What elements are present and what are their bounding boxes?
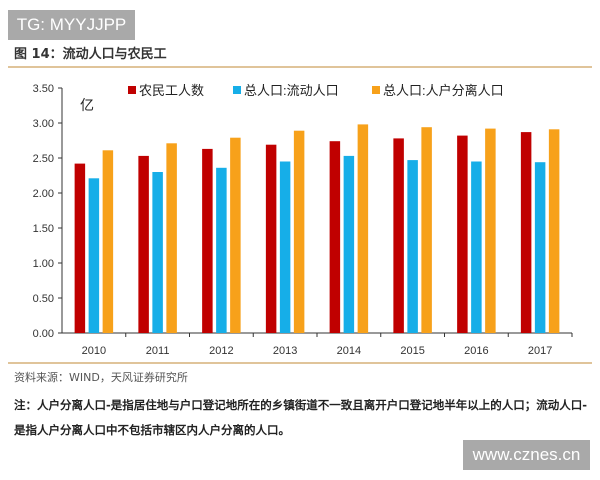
bar-2013-0 — [265, 144, 277, 333]
x-tick-label: 2011 — [146, 345, 170, 357]
bar-2011-2 — [166, 143, 177, 333]
bar-2010-2 — [102, 150, 114, 333]
x-tick-label: 2013 — [273, 345, 297, 357]
bar-2011-0 — [138, 155, 149, 333]
unit-label: 亿 — [80, 97, 94, 113]
legend-swatch — [372, 86, 380, 94]
y-tick-label: 0.50 — [33, 293, 54, 305]
y-tick-label: 2.00 — [33, 188, 54, 200]
legend-label: 农民工人数 — [139, 83, 204, 98]
bar-chart: 0.00 0.50 1.00 1.50 2.00 2.50 3.00 3.50 亿 2010 201… — [33, 83, 573, 357]
top-divider — [8, 66, 592, 68]
legend-swatch — [233, 86, 241, 94]
bar-2014-1 — [343, 155, 355, 333]
y-tick-label: 1.00 — [33, 258, 54, 270]
watermark-bottom: www.cznes.cn — [463, 440, 590, 470]
bar-2011-1 — [152, 172, 163, 333]
bar-2016-2 — [485, 128, 496, 333]
figure-title: 图 14：流动人口与农民工 — [14, 47, 167, 62]
bar-2012-0 — [202, 148, 213, 333]
bar-2010-1 — [88, 178, 100, 333]
source-text: 资料来源：WIND，天风证券研究所 — [14, 371, 188, 384]
bar-2016-1 — [471, 161, 482, 333]
x-tick-label: 2014 — [337, 345, 361, 357]
bar-2010-0 — [74, 163, 86, 333]
bar-2015-0 — [393, 138, 404, 333]
bar-2017-0 — [520, 132, 532, 333]
bar-2017-1 — [534, 162, 546, 333]
x-tick-label: 2010 — [82, 345, 106, 357]
bar-2017-2 — [548, 129, 560, 333]
bottom-divider — [8, 362, 592, 364]
bar-2015-2 — [421, 127, 432, 333]
bar-2013-2 — [293, 130, 305, 333]
x-tick-label: 2017 — [528, 345, 552, 357]
legend-swatch — [128, 86, 136, 94]
y-tick-label: 1.50 — [33, 223, 54, 235]
bar-2012-1 — [216, 167, 227, 333]
y-tick-label: 3.50 — [33, 83, 54, 95]
legend-label: 总人口:人户分离人口 — [383, 83, 504, 98]
x-tick-label: 2015 — [400, 345, 424, 357]
legend-label: 总人口:流动人口 — [244, 83, 339, 98]
y-tick-label: 0.00 — [33, 328, 54, 340]
bar-2015-1 — [407, 160, 418, 333]
bar-2016-0 — [457, 135, 468, 333]
y-tick-label: 2.50 — [33, 153, 54, 165]
note-text: 注：人户分离人口-是指居住地与户口登记地所在的乡镇街道不一致且离开户口登记地半年… — [14, 398, 588, 437]
watermark-top: TG: MYYJJPP — [8, 10, 135, 40]
bar-2014-0 — [329, 141, 341, 333]
x-tick-label: 2016 — [464, 345, 488, 357]
x-tick-label: 2012 — [209, 345, 233, 357]
bar-2014-2 — [357, 124, 369, 334]
bar-2013-1 — [279, 161, 291, 333]
y-tick-label: 3.00 — [33, 118, 54, 130]
bar-2012-2 — [230, 137, 241, 333]
